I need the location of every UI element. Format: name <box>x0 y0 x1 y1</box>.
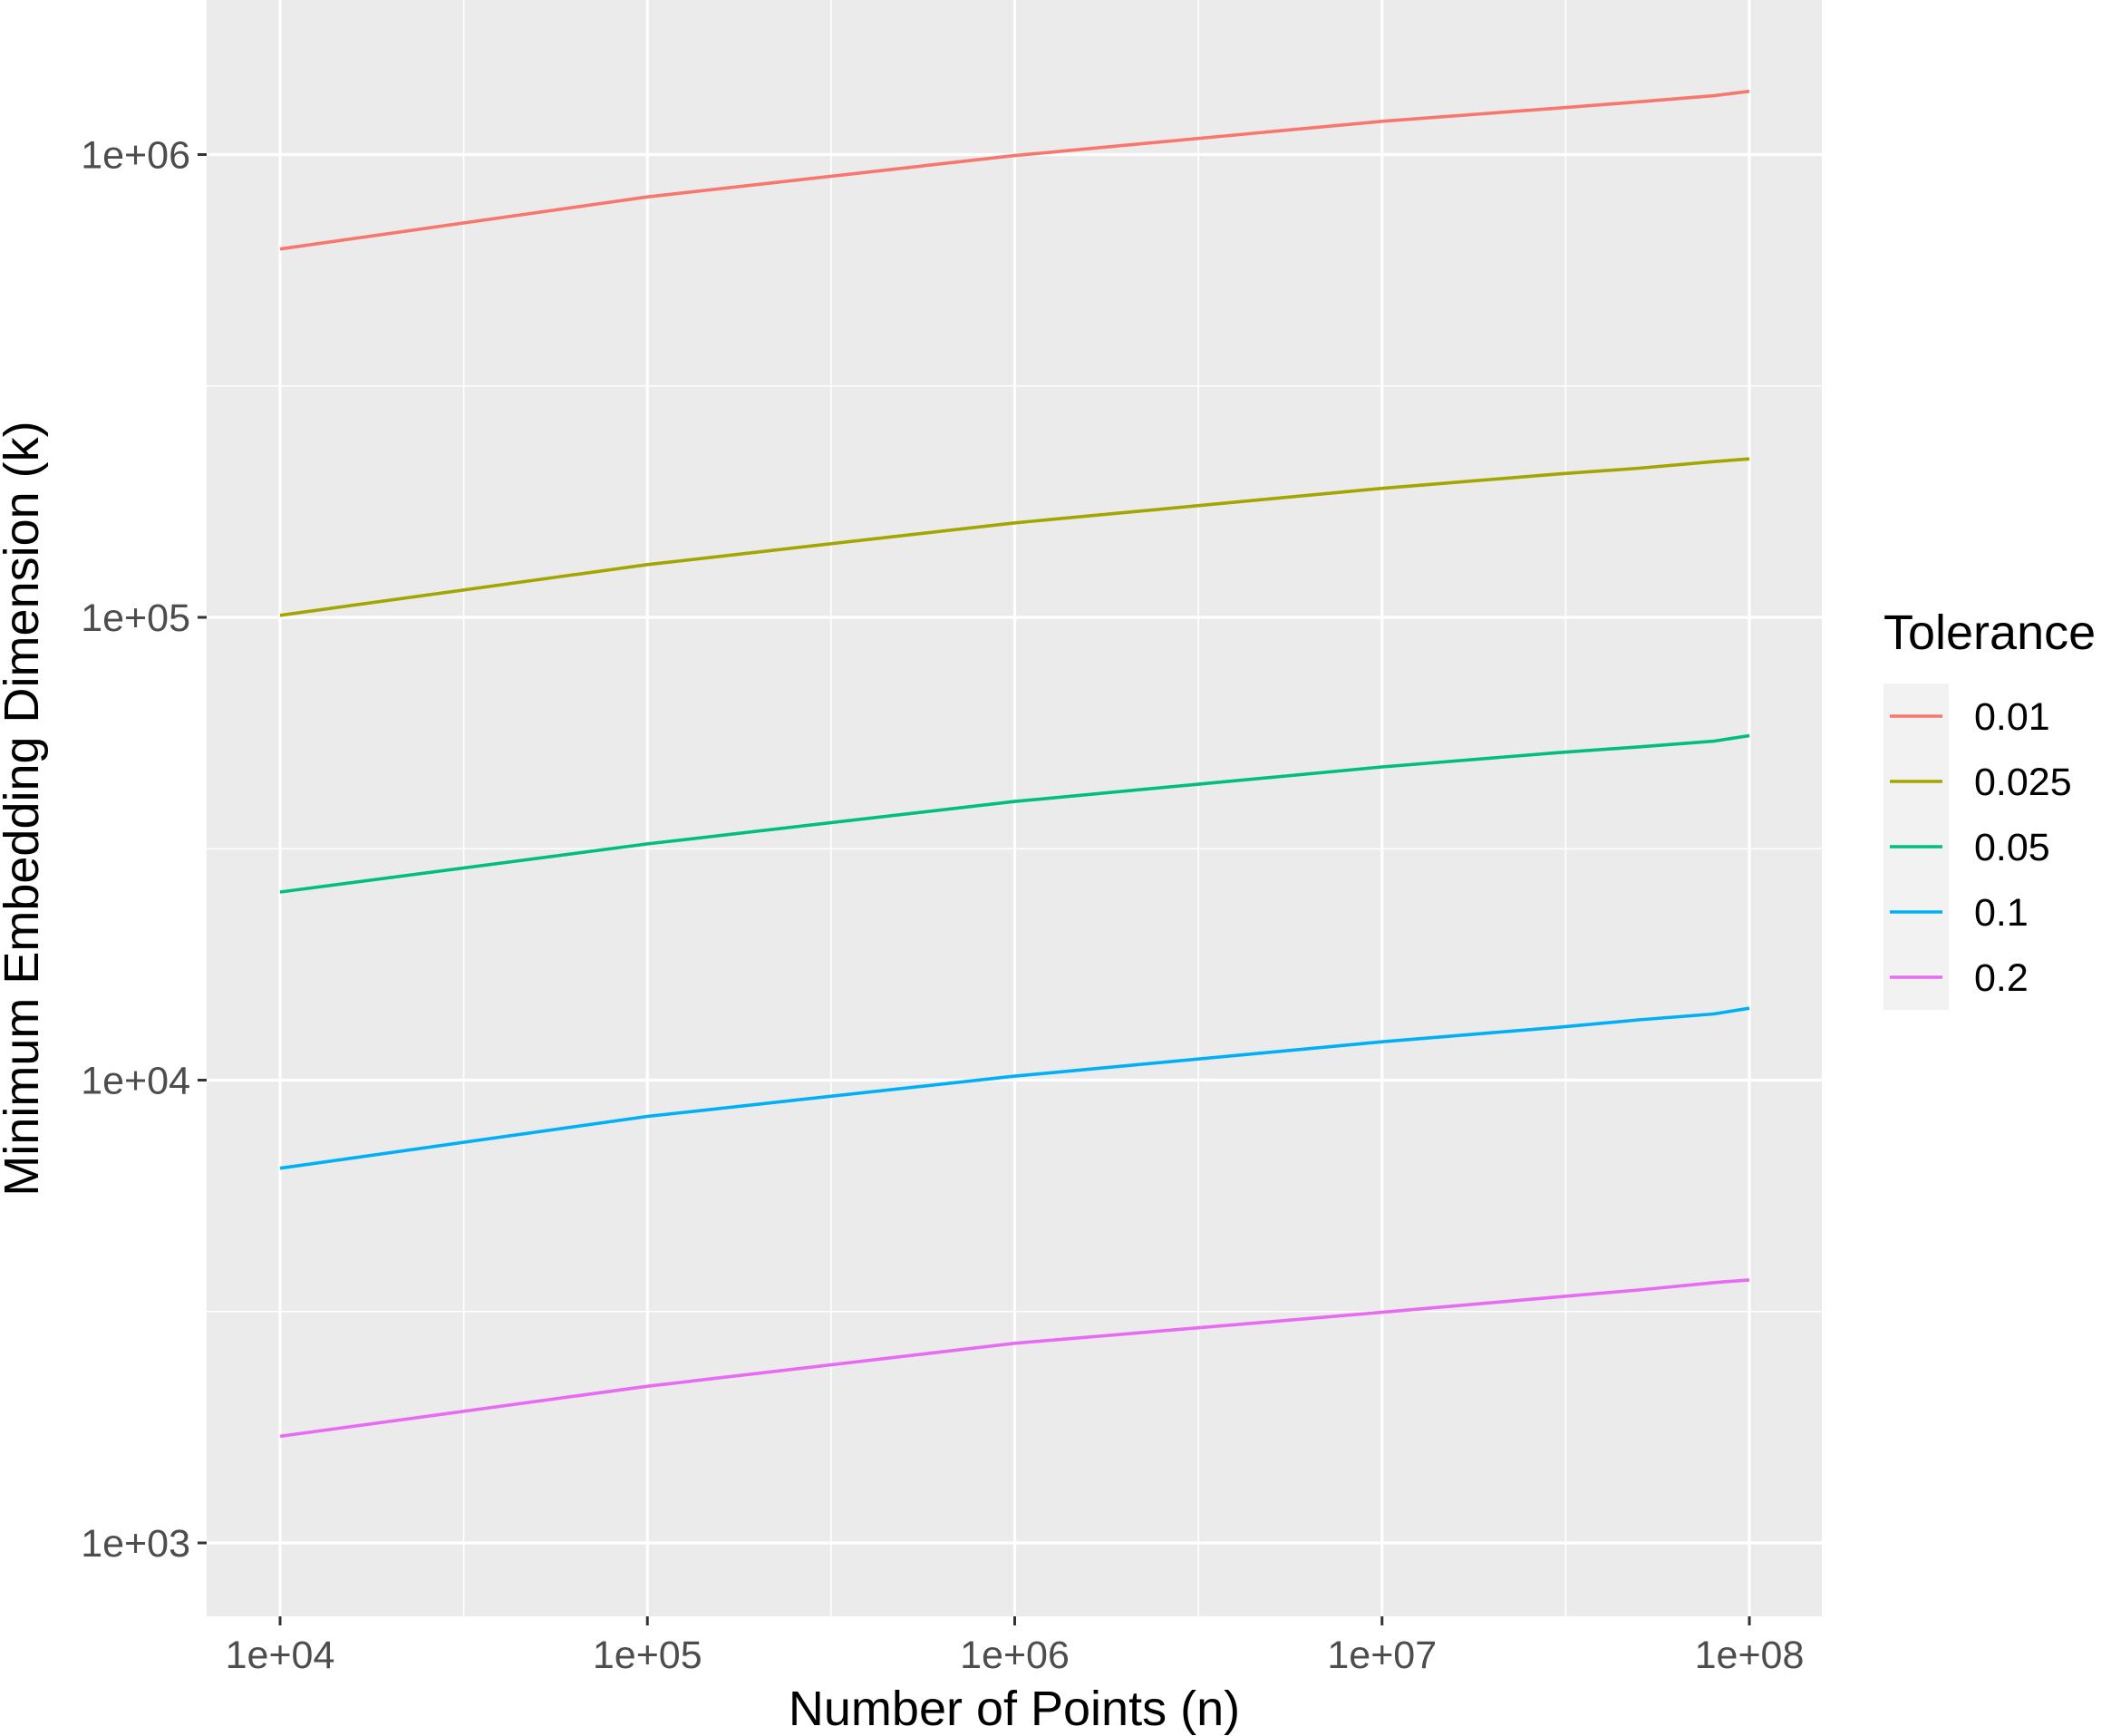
legend: Tolerance 0.01 0.025 0.05 0.1 0.2 <box>1883 606 2096 1010</box>
y-tick-label: 1e+06 <box>81 134 190 178</box>
series-line-0.025 <box>279 457 1750 617</box>
series-line-0.01 <box>279 89 1750 251</box>
y-tick-label: 1e+05 <box>81 596 190 640</box>
y-tick-label: 1e+03 <box>81 1522 190 1566</box>
legend-label-0.01: 0.01 <box>1974 695 2050 739</box>
series-line-0.1 <box>279 1006 1750 1170</box>
legend-label-0.025: 0.025 <box>1974 761 2072 804</box>
legend-title: Tolerance <box>1883 606 2096 660</box>
y-axis: 1e+03 1e+04 1e+05 1e+06 <box>81 134 207 1566</box>
x-tick-label: 1e+05 <box>593 1634 702 1677</box>
y-tick-label: 1e+04 <box>81 1060 190 1103</box>
major-gridlines <box>207 0 1822 1616</box>
x-tick-label: 1e+06 <box>960 1634 1070 1677</box>
series-lines <box>279 89 1750 1439</box>
x-axis-title: Number of Points (n) <box>789 1682 1240 1736</box>
legend-label-0.1: 0.1 <box>1974 891 2029 935</box>
x-tick-label: 1e+08 <box>1695 1634 1805 1677</box>
y-axis-title: Minimum Embedding Dimension (k) <box>0 421 49 1196</box>
series-line-0.05 <box>279 733 1750 894</box>
legend-label-0.05: 0.05 <box>1974 826 2050 869</box>
series-line-0.2 <box>279 1278 1750 1439</box>
x-tick-label: 1e+07 <box>1327 1634 1437 1677</box>
legend-label-0.2: 0.2 <box>1974 956 2029 1000</box>
x-tick-label: 1e+04 <box>226 1634 335 1677</box>
x-axis: 1e+04 1e+05 1e+06 1e+07 1e+08 <box>226 1616 1805 1677</box>
